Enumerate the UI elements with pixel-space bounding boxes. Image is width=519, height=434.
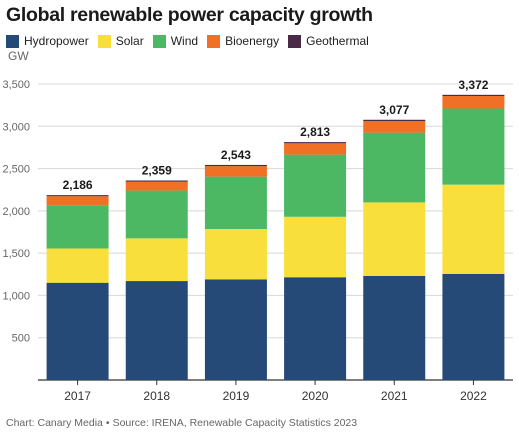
bar-segment-bioenergy-2021 xyxy=(363,121,426,133)
total-label-2021: 3,077 xyxy=(379,103,409,117)
bar-segment-hydropower-2018 xyxy=(125,281,188,380)
x-tick-label-2022: 2022 xyxy=(460,389,487,403)
y-tick-label: 3,000 xyxy=(2,121,30,133)
bar-segment-hydropower-2017 xyxy=(46,282,109,380)
bar-segment-hydropower-2022 xyxy=(442,273,505,380)
total-label-2022: 3,372 xyxy=(458,78,488,92)
bar-segment-bioenergy-2018 xyxy=(125,181,188,191)
x-tick-label-2020: 2020 xyxy=(302,389,329,403)
bar-segment-geothermal-2021 xyxy=(363,119,426,122)
total-label-2017: 2,186 xyxy=(63,178,93,192)
bar-segment-wind-2019 xyxy=(204,176,267,230)
legend-item-wind: Wind xyxy=(152,34,199,48)
legend-swatch xyxy=(288,34,302,48)
bar-segment-geothermal-2022 xyxy=(442,94,505,97)
bar-segment-solar-2022 xyxy=(442,184,505,274)
legend-label: Solar xyxy=(115,34,144,48)
legend-item-bioenergy: Bioenergy xyxy=(207,34,279,48)
legend-swatch xyxy=(207,34,221,48)
bar-segment-bioenergy-2017 xyxy=(46,196,109,206)
y-tick-label: 2,000 xyxy=(2,206,30,218)
bar-segment-solar-2018 xyxy=(125,238,188,282)
bar-segment-wind-2017 xyxy=(46,205,109,249)
bar-segment-geothermal-2019 xyxy=(204,164,267,167)
y-axis-label: GW xyxy=(8,49,29,63)
footer-separator: • xyxy=(105,417,110,429)
legend-swatch xyxy=(97,34,111,48)
bar-segment-solar-2020 xyxy=(284,216,347,278)
legend-label: Geothermal xyxy=(306,34,369,48)
x-tick-label-2021: 2021 xyxy=(381,389,408,403)
chart-credit: Chart: Canary Media xyxy=(6,417,103,429)
legend-label: Bioenergy xyxy=(225,34,280,48)
legend-swatch xyxy=(152,34,166,48)
bar-segment-solar-2021 xyxy=(363,202,426,276)
bar-segment-wind-2018 xyxy=(125,190,188,239)
bar-segment-bioenergy-2019 xyxy=(204,166,267,177)
chart-title: Global renewable power capacity growth xyxy=(6,4,373,26)
y-tick-label: 500 xyxy=(12,333,30,345)
y-tick-label: 3,500 xyxy=(2,79,30,91)
y-tick-label: 1,000 xyxy=(2,290,30,302)
y-tick-label: 1,500 xyxy=(2,248,30,260)
bar-segment-geothermal-2017 xyxy=(46,195,109,197)
total-label-2020: 2,813 xyxy=(300,125,330,139)
legend-item-hydropower: Hydropower xyxy=(6,34,89,48)
y-tick-label: 2,500 xyxy=(2,164,30,176)
bar-segment-hydropower-2020 xyxy=(284,277,347,380)
legend-item-solar: Solar xyxy=(97,34,144,48)
legend-swatch xyxy=(6,34,19,48)
bar-segment-solar-2017 xyxy=(46,248,109,283)
chart-source: Source: IRENA, Renewable Capacity Statis… xyxy=(112,417,358,429)
chart-footer: Chart: Canary Media • Source: IRENA, Renew… xyxy=(6,417,357,429)
x-tick-label-2017: 2017 xyxy=(64,389,91,403)
x-tick-label-2019: 2019 xyxy=(223,389,250,403)
bar-segment-wind-2021 xyxy=(363,132,426,203)
bar-segment-wind-2020 xyxy=(284,154,347,217)
x-tick-label-2018: 2018 xyxy=(143,389,170,403)
total-label-2018: 2,359 xyxy=(142,163,172,177)
total-label-2019: 2,543 xyxy=(221,148,251,162)
bar-segment-bioenergy-2022 xyxy=(442,96,505,109)
bar-segment-geothermal-2018 xyxy=(125,180,188,182)
bar-segment-hydropower-2021 xyxy=(363,275,426,380)
legend: Hydropower Solar Wind Bioenergy Geothermal xyxy=(6,34,369,48)
legend-item-geothermal: Geothermal xyxy=(288,34,369,48)
bar-segment-wind-2022 xyxy=(442,108,505,185)
legend-label: Wind xyxy=(170,34,199,48)
bar-segment-hydropower-2019 xyxy=(204,279,267,380)
bar-segment-bioenergy-2020 xyxy=(284,143,347,155)
bar-segment-geothermal-2020 xyxy=(284,142,347,144)
bar-segment-solar-2019 xyxy=(204,229,267,280)
legend-label: Hydropower xyxy=(24,34,89,48)
